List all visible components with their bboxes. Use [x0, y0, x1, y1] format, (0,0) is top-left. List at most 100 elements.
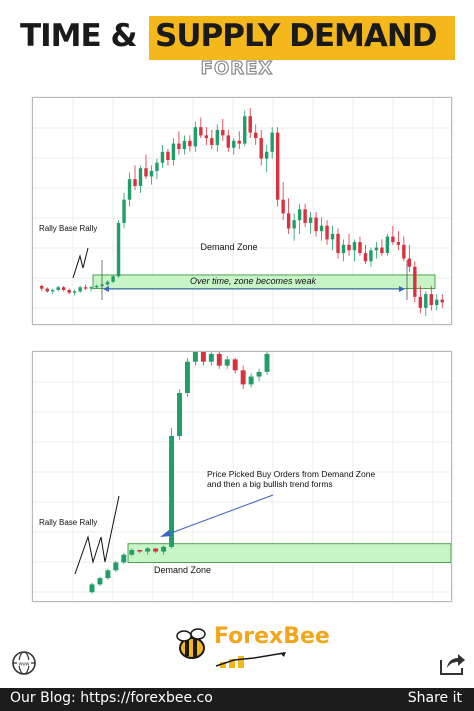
candle: [215, 124, 220, 152]
candle: [192, 350, 198, 366]
candle: [122, 192, 126, 229]
candle: [129, 548, 135, 557]
candle: [275, 127, 280, 207]
candle: [363, 244, 368, 264]
candle: [270, 127, 274, 159]
title-left: TIME &: [20, 18, 138, 54]
candle: [144, 154, 148, 180]
candle: [237, 131, 241, 150]
candle: [45, 287, 49, 293]
title-right: SUPPLY DEMAND: [155, 18, 438, 54]
candle: [319, 217, 324, 241]
candle: [292, 213, 296, 241]
candle: [325, 220, 329, 245]
candle: [226, 129, 230, 152]
candle: [314, 212, 318, 237]
candle: [177, 389, 182, 440]
header: TIME & SUPPLY DEMAND: [0, 12, 474, 60]
candle: [429, 285, 433, 311]
share-link[interactable]: Share it: [407, 690, 462, 706]
footer: Our Blog: https://forexbee.co Share it: [0, 688, 474, 711]
candle: [352, 239, 357, 262]
forexbee-logo: ForexBee: [170, 624, 330, 668]
candle: [413, 261, 417, 303]
candle: [137, 550, 143, 554]
chart-1: Demand Zone Over time, zone becomes weak…: [33, 98, 451, 324]
share-icon[interactable]: [438, 650, 466, 676]
candle: [177, 131, 181, 155]
weak-arrow-head-left: [103, 286, 109, 292]
buy-orders-label-line1: Price Picked Buy Orders from Demand Zone: [207, 469, 375, 479]
buy-orders-arrow: [162, 494, 274, 537]
candle: [56, 285, 60, 292]
candle: [347, 233, 351, 256]
blog-link[interactable]: Our Blog: https://forexbee.co: [10, 690, 213, 706]
candle: [232, 357, 238, 374]
candle: [418, 285, 423, 314]
bee-icon: [176, 628, 206, 659]
candle: [308, 212, 313, 234]
candle: [208, 350, 214, 366]
candle: [264, 350, 270, 375]
candle: [188, 135, 192, 152]
weak-arrow-head-right: [399, 286, 405, 292]
candle: [138, 165, 143, 193]
candle: [424, 291, 428, 316]
rally-base-rally-label: Rally Base Rally: [39, 518, 97, 527]
title-highlight: SUPPLY DEMAND: [149, 16, 455, 60]
demand-zone: [127, 543, 452, 563]
globe-icon[interactable]: www: [11, 650, 37, 676]
buy-orders-arrow-head: [160, 530, 171, 537]
candle: [89, 285, 93, 292]
candle: [111, 274, 115, 284]
candle: [440, 294, 444, 308]
rally-base-rally-sketch: [74, 495, 120, 575]
candle: [216, 351, 222, 369]
candle: [380, 239, 384, 256]
candle: [248, 373, 254, 388]
weak-arrow-label: Over time, zone becomes weak: [190, 276, 317, 286]
candle: [155, 158, 159, 180]
candle: [200, 348, 206, 366]
candle: [286, 198, 291, 234]
candle: [171, 138, 176, 166]
chart-panel-2: Demand Zone Rally Base Rally Price Picke…: [32, 348, 452, 602]
candle: [153, 548, 159, 554]
svg-text:www: www: [19, 662, 30, 668]
candle: [61, 285, 66, 292]
candle: [435, 294, 439, 311]
candle: [341, 239, 346, 262]
candle: [40, 284, 44, 292]
candle: [374, 242, 379, 259]
candle: [83, 284, 88, 290]
candle: [264, 144, 269, 173]
candle: [113, 560, 119, 572]
candle: [243, 110, 247, 147]
chart-panel-1: Demand Zone Over time, zone becomes weak…: [32, 97, 452, 325]
rally-base-rally-sketch: [72, 247, 89, 279]
buy-orders-label-line2: and then a big bullish trend forms: [207, 479, 333, 489]
candle: [221, 118, 225, 141]
subtitle: FOREX: [200, 57, 274, 79]
chart-2: Demand Zone Rally Base Rally Price Picke…: [33, 348, 452, 601]
candle: [78, 285, 82, 293]
candle: [89, 582, 95, 594]
candle: [166, 149, 170, 166]
candle: [240, 365, 246, 390]
candle: [169, 428, 175, 549]
candle: [256, 368, 262, 382]
candle: [116, 220, 121, 278]
candle: [145, 546, 151, 555]
candle: [161, 545, 167, 555]
candle: [127, 172, 132, 207]
demand-zone-label: Demand Zone: [200, 242, 257, 252]
demand-zone-label: Demand Zone: [154, 565, 211, 575]
candle: [204, 127, 209, 145]
candle: [369, 247, 373, 267]
candle: [297, 203, 302, 234]
candle: [105, 568, 111, 580]
candle: [133, 165, 137, 191]
candle: [121, 553, 127, 565]
candle: [248, 108, 252, 139]
candle: [254, 124, 258, 145]
